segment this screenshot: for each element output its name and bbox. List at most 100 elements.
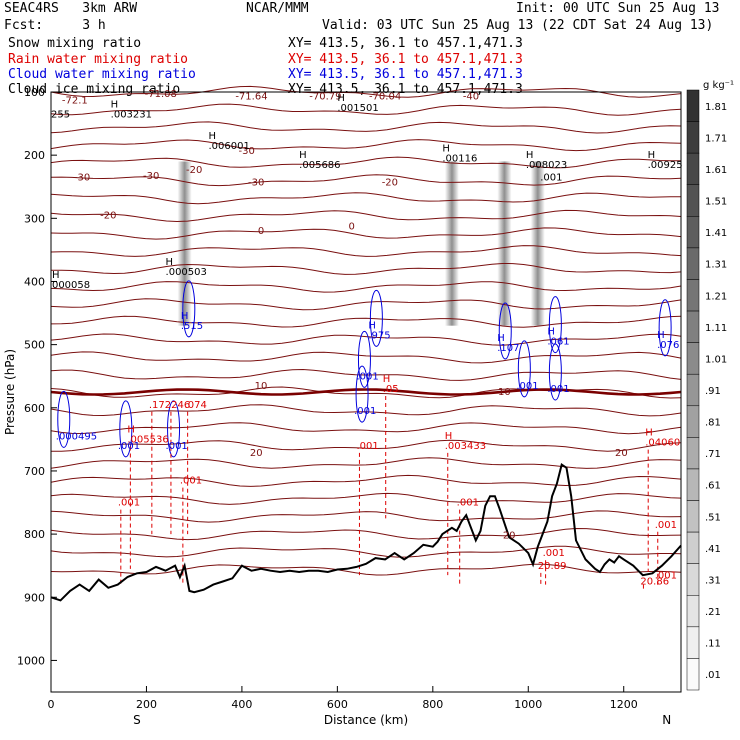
rain-water-max-value: .003433 xyxy=(445,441,486,452)
isotherm-label: -71.08 xyxy=(145,89,177,100)
colorbar-label: 1.01 xyxy=(705,354,727,365)
x-axis-title: Distance (km) xyxy=(324,713,408,727)
colorbar-cell xyxy=(686,310,700,343)
cloud-water-max-value: .001 xyxy=(354,406,376,417)
rain-water-max-marker: H xyxy=(645,428,653,439)
cloud-water-contour xyxy=(167,400,181,458)
colorbar-cell xyxy=(686,531,700,564)
colorbar-label: 1.11 xyxy=(705,323,727,334)
rain-water-max-value: .001 xyxy=(543,548,565,559)
cloud-water-contour xyxy=(57,390,71,448)
isotherm-line xyxy=(50,103,682,116)
isotherm-label: 20 xyxy=(503,531,516,542)
isotherm-line xyxy=(50,333,682,346)
colorbar-cell xyxy=(686,437,700,470)
freezing-level-line xyxy=(50,388,682,396)
rain-water-max-value: .04060 xyxy=(645,438,680,449)
x-tick-label: 1000 xyxy=(514,698,542,711)
colorbar-cell xyxy=(686,468,700,501)
cloud-ice-max-marker: H xyxy=(526,150,534,161)
x-tick-label: 600 xyxy=(327,698,348,711)
cloud-water-max-value: .975 xyxy=(368,330,390,341)
cloud-water-max-value: .107 xyxy=(497,343,519,354)
y-tick-label: 600 xyxy=(24,402,45,415)
isotherm-line xyxy=(50,85,682,98)
colorbar-label: .11 xyxy=(705,639,721,650)
colorbar-label: 1.71 xyxy=(705,133,727,144)
isotherm-label: -40 xyxy=(463,92,479,103)
rain-water-max-value: .001 xyxy=(655,570,677,581)
cloud-water-contour xyxy=(355,365,369,423)
colorbar-cell xyxy=(686,626,700,659)
isotherm-line xyxy=(50,492,682,505)
cloud-water-max-value: .076 xyxy=(657,340,679,351)
valid-time: Valid: 03 UTC Sun 25 Aug 13 (22 CDT Sat … xyxy=(322,18,714,33)
y-tick-label: 300 xyxy=(24,212,45,225)
isotherm-line xyxy=(50,404,682,417)
rain-water-max-value: .172 xyxy=(149,400,171,411)
colorbar-cell xyxy=(686,279,700,312)
rain-water-max-value: 20.89 xyxy=(538,561,567,572)
snow-shading-column xyxy=(497,161,512,326)
colorbar-label: .21 xyxy=(705,607,721,618)
colorbar-cell xyxy=(686,184,700,217)
cloud-water-contour xyxy=(658,299,672,357)
colorbar-label: .71 xyxy=(705,449,721,460)
terrain-line xyxy=(50,462,682,602)
x-end-label-south: S xyxy=(133,713,141,727)
colorbar-cell xyxy=(686,152,700,185)
cloud-ice-max-value: .006001 xyxy=(209,141,250,152)
cloud-water-max-marker: H xyxy=(368,320,376,331)
model-title: SEAC4RS 3km ARW xyxy=(4,1,138,16)
colorbar-label: 1.61 xyxy=(705,165,727,176)
xy-snow: XY= 413.5, 36.1 to 457.1,471.3 xyxy=(288,36,523,51)
cloud-ice-max-marker: H xyxy=(337,93,345,104)
colorbar-label: .61 xyxy=(705,481,721,492)
cloud-water-max-value: .001 xyxy=(356,371,378,382)
isotherm-line xyxy=(50,439,682,452)
rain-water-max-value: .001 xyxy=(356,441,378,452)
isotherm-line xyxy=(50,298,682,311)
legend-rain: Rain water mixing ratio xyxy=(8,52,189,67)
rain-water-max-value: 20.86 xyxy=(640,577,669,588)
isotherm-label: -30 xyxy=(248,177,264,188)
isotherm-label: -20 xyxy=(100,210,116,221)
cloud-ice-max-value: 255 xyxy=(51,109,70,120)
isotherm-label: 20 xyxy=(615,448,628,459)
isotherm-line xyxy=(50,545,682,558)
isotherm-line xyxy=(50,351,682,364)
cloud-water-contour xyxy=(369,289,383,347)
y-tick-label: 400 xyxy=(24,275,45,288)
xy-rain: XY= 413.5, 36.1 to 457.1,471.3 xyxy=(288,52,523,67)
cloud-water-max-value: .001 xyxy=(516,381,538,392)
isotherm-line xyxy=(50,474,682,487)
rain-water-max-marker: H xyxy=(445,431,453,442)
rain-water-max-marker: H xyxy=(127,425,135,436)
plot-frame xyxy=(50,91,682,693)
isotherm-label: 10 xyxy=(255,381,268,392)
cloud-ice-max-marker: H xyxy=(52,270,60,281)
rain-water-max-marker: H xyxy=(383,374,391,385)
colorbar-label: .31 xyxy=(705,575,721,586)
colorbar-cell xyxy=(686,89,700,122)
isotherm-label: -71.64 xyxy=(235,92,267,103)
isotherm-label: 10 xyxy=(498,387,511,398)
rain-water-max-value: .001 xyxy=(655,520,677,531)
isotherm-label: -30 xyxy=(143,171,159,182)
cloud-water-max-marker: H xyxy=(547,327,555,338)
isotherm-line xyxy=(50,527,682,541)
y-axis-title: Pressure (hPa) xyxy=(3,349,17,435)
colorbar-label: 1.81 xyxy=(705,102,727,113)
cloud-water-contour xyxy=(182,280,196,338)
isotherm-line xyxy=(50,121,682,134)
rain-water-max-value: .001 xyxy=(180,476,202,487)
isotherm-label: 0 xyxy=(348,222,354,233)
rain-water-max-value: .005536 xyxy=(127,435,168,446)
isotherm-label: -30 xyxy=(74,172,90,183)
cloud-water-contour xyxy=(548,343,562,401)
cloud-ice-max-marker: H xyxy=(299,150,307,161)
isotherm-line xyxy=(50,209,682,223)
x-tick-label: 400 xyxy=(231,698,252,711)
isotherm-line xyxy=(50,510,682,523)
isotherm-label: -30 xyxy=(239,146,255,157)
